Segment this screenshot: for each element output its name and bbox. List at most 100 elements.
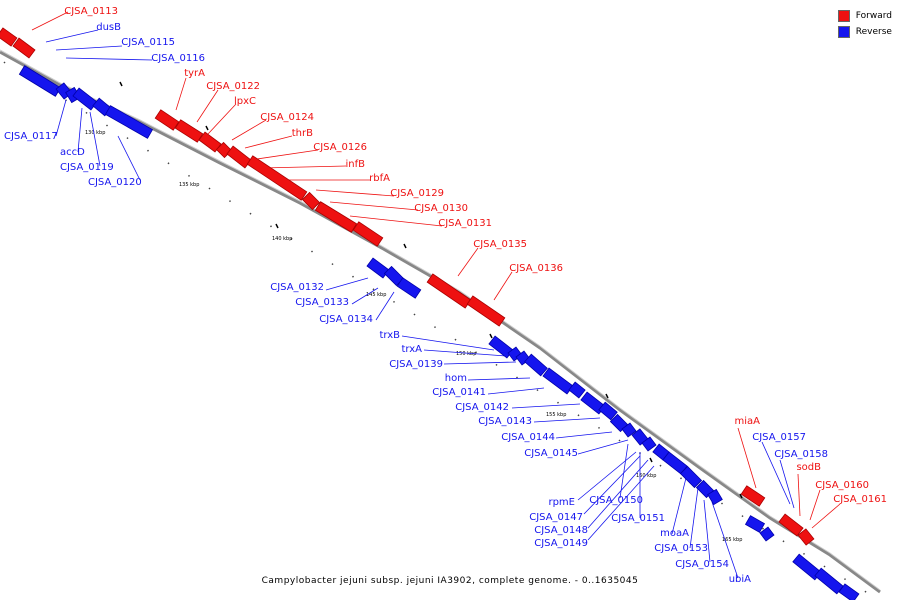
forward-gene[interactable]: [314, 201, 358, 233]
reverse-gene[interactable]: [396, 277, 422, 299]
reverse-gene[interactable]: [524, 353, 548, 377]
minor-tick: [146, 149, 150, 152]
forward-gene[interactable]: [426, 273, 472, 309]
major-tick: [739, 493, 743, 499]
reverse-gene-label: trxB: [379, 330, 400, 341]
reverse-gene[interactable]: [104, 105, 154, 139]
strand-legend: Forward Reverse: [837, 8, 892, 40]
minor-tick: [720, 502, 724, 505]
reverse-leader-line: [761, 441, 791, 505]
reverse-leader-line: [423, 349, 507, 357]
reverse-gene-label: accD: [60, 147, 85, 158]
minor-tick: [105, 124, 109, 127]
reverse-gene[interactable]: [707, 488, 723, 506]
kbp-tick-label: 135 kbp: [179, 182, 199, 188]
forward-gene[interactable]: [352, 221, 384, 247]
reverse-gene-label: CJSA_0115: [121, 37, 175, 48]
reverse-gene[interactable]: [641, 436, 657, 452]
forward-gene[interactable]: [174, 119, 204, 143]
reverse-leader-line: [577, 439, 629, 455]
minor-tick: [597, 426, 601, 429]
forward-leader-line: [175, 77, 187, 111]
minor-tick: [454, 338, 457, 341]
reverse-gene-label: CJSA_0158: [774, 449, 828, 460]
reverse-leader-line: [55, 45, 123, 51]
forward-gene-label: CJSA_0161: [833, 494, 887, 505]
reverse-gene-label: CJSA_0133: [295, 297, 349, 308]
minor-tick: [331, 263, 334, 266]
reverse-leader-line: [689, 487, 699, 549]
minor-tick: [208, 187, 211, 190]
reverse-gene-label: trxA: [401, 344, 422, 355]
minor-tick: [802, 552, 806, 555]
forward-leader-line: [811, 503, 841, 529]
minor-tick: [843, 578, 847, 581]
forward-leader-line: [315, 189, 395, 197]
reverse-gene[interactable]: [621, 422, 637, 438]
minor-tick: [372, 288, 375, 291]
forward-leader-line: [329, 201, 419, 211]
reverse-gene[interactable]: [568, 381, 586, 399]
major-tick: [489, 333, 493, 339]
minor-tick: [577, 414, 580, 417]
minor-tick: [167, 162, 170, 165]
reverse-gene[interactable]: [759, 526, 775, 542]
kbp-ticks: [3, 61, 867, 593]
reverse-leader-line: [467, 377, 531, 381]
forward-gene-label: CJSA_0131: [438, 218, 492, 229]
forward-gene-label: CJSA_0113: [64, 6, 118, 17]
reverse-leader-line: [671, 477, 687, 535]
forward-leader-line: [207, 103, 237, 135]
forward-gene-label: CJSA_0130: [414, 203, 468, 214]
forward-gene-label: sodB: [796, 462, 821, 473]
forward-gene[interactable]: [12, 37, 36, 59]
reverse-gene-label: CJSA_0142: [455, 402, 509, 413]
forward-gene[interactable]: [198, 131, 222, 153]
reverse-gene-label: CJSA_0141: [432, 387, 486, 398]
reverse-gene-label: rpmE: [548, 497, 575, 508]
forward-gene[interactable]: [778, 513, 804, 537]
forward-gene[interactable]: [301, 191, 321, 211]
reverse-leader-line: [77, 107, 83, 153]
minor-tick: [433, 326, 437, 329]
reverse-gene-label: CJSA_0116: [151, 53, 205, 64]
forward-gene-label: CJSA_0122: [206, 81, 260, 92]
forward-gene[interactable]: [740, 485, 766, 507]
reverse-gene-label: CJSA_0145: [524, 448, 578, 459]
reverse-leader-line: [375, 291, 395, 321]
forward-gene-label: miaA: [735, 416, 761, 427]
minor-tick: [761, 527, 765, 530]
reverse-leader-line: [779, 459, 795, 509]
reverse-leader-line: [587, 459, 649, 529]
reverse-leader-line: [117, 135, 141, 181]
forward-leader-line: [196, 89, 219, 123]
forward-gene-label: CJSA_0124: [260, 112, 314, 123]
reverse-gene[interactable]: [598, 401, 618, 421]
reverse-leader-line: [619, 443, 629, 499]
forward-gene[interactable]: [797, 528, 815, 546]
forward-gene[interactable]: [466, 295, 506, 327]
reverse-gene[interactable]: [838, 583, 860, 600]
minor-tick: [85, 111, 88, 114]
forward-gene[interactable]: [246, 155, 308, 201]
minor-tick: [228, 200, 232, 203]
reverse-gene-label: CJSA_0154: [675, 559, 729, 570]
forward-gene[interactable]: [154, 109, 180, 131]
genome-backbone: [0, 50, 881, 594]
forward-gene-label: CJSA_0126: [313, 142, 367, 153]
reverse-gene-label: CJSA_0119: [60, 162, 114, 173]
forward-gene[interactable]: [0, 27, 18, 47]
gene-features: [0, 27, 860, 600]
label-leader-lines: [31, 11, 841, 579]
reverse-leader-line: [89, 111, 101, 167]
reverse-leader-line: [487, 387, 545, 395]
minor-tick: [392, 300, 396, 303]
reverse-gene[interactable]: [744, 515, 766, 533]
reverse-gene[interactable]: [662, 451, 688, 475]
reverse-gene-label: CJSA_0149: [534, 538, 588, 549]
forward-leader-line: [457, 247, 479, 277]
kbp-tick-label: 155 kbp: [546, 412, 566, 418]
reverse-gene[interactable]: [679, 465, 703, 489]
forward-gene-label: infB: [346, 159, 366, 170]
reverse-leader-line: [351, 287, 379, 305]
